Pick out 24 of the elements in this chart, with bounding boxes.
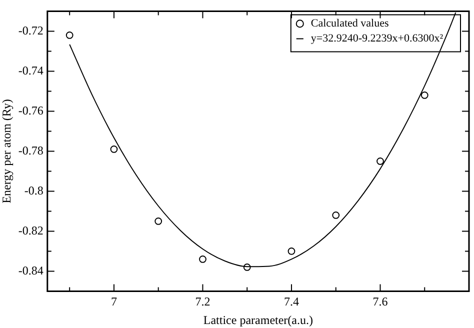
y-tick-label: -0.8 bbox=[24, 183, 44, 198]
x-tick-label: 7.4 bbox=[284, 294, 299, 309]
point bbox=[288, 248, 296, 255]
point bbox=[66, 32, 74, 39]
point bbox=[199, 256, 206, 263]
point bbox=[154, 218, 162, 225]
point bbox=[332, 212, 340, 219]
x-tick-label: 7.6 bbox=[372, 294, 388, 309]
y-tick-label: -0.76 bbox=[18, 103, 44, 118]
y-tick-label: -0.84 bbox=[18, 263, 44, 278]
x-axis-title: Lattice parameter(a.u.) bbox=[203, 312, 313, 327]
legend-label: y=32.9240-9.2239x+0.6300x² bbox=[310, 32, 444, 45]
y-tick-label: -0.78 bbox=[18, 143, 44, 158]
point bbox=[110, 146, 118, 153]
legend-label: Calculated values bbox=[310, 18, 389, 30]
point bbox=[420, 92, 428, 99]
y-axis-title: Energy per atom (Ry) bbox=[0, 99, 14, 204]
y-tick-label: -0.82 bbox=[18, 223, 44, 238]
x-tick-label: 7.2 bbox=[195, 294, 210, 309]
y-tick-label: -0.72 bbox=[18, 23, 44, 38]
point bbox=[376, 158, 384, 165]
point bbox=[243, 264, 251, 271]
y-tick-label: -0.74 bbox=[18, 63, 44, 78]
x-tick-label: 7 bbox=[110, 294, 117, 309]
